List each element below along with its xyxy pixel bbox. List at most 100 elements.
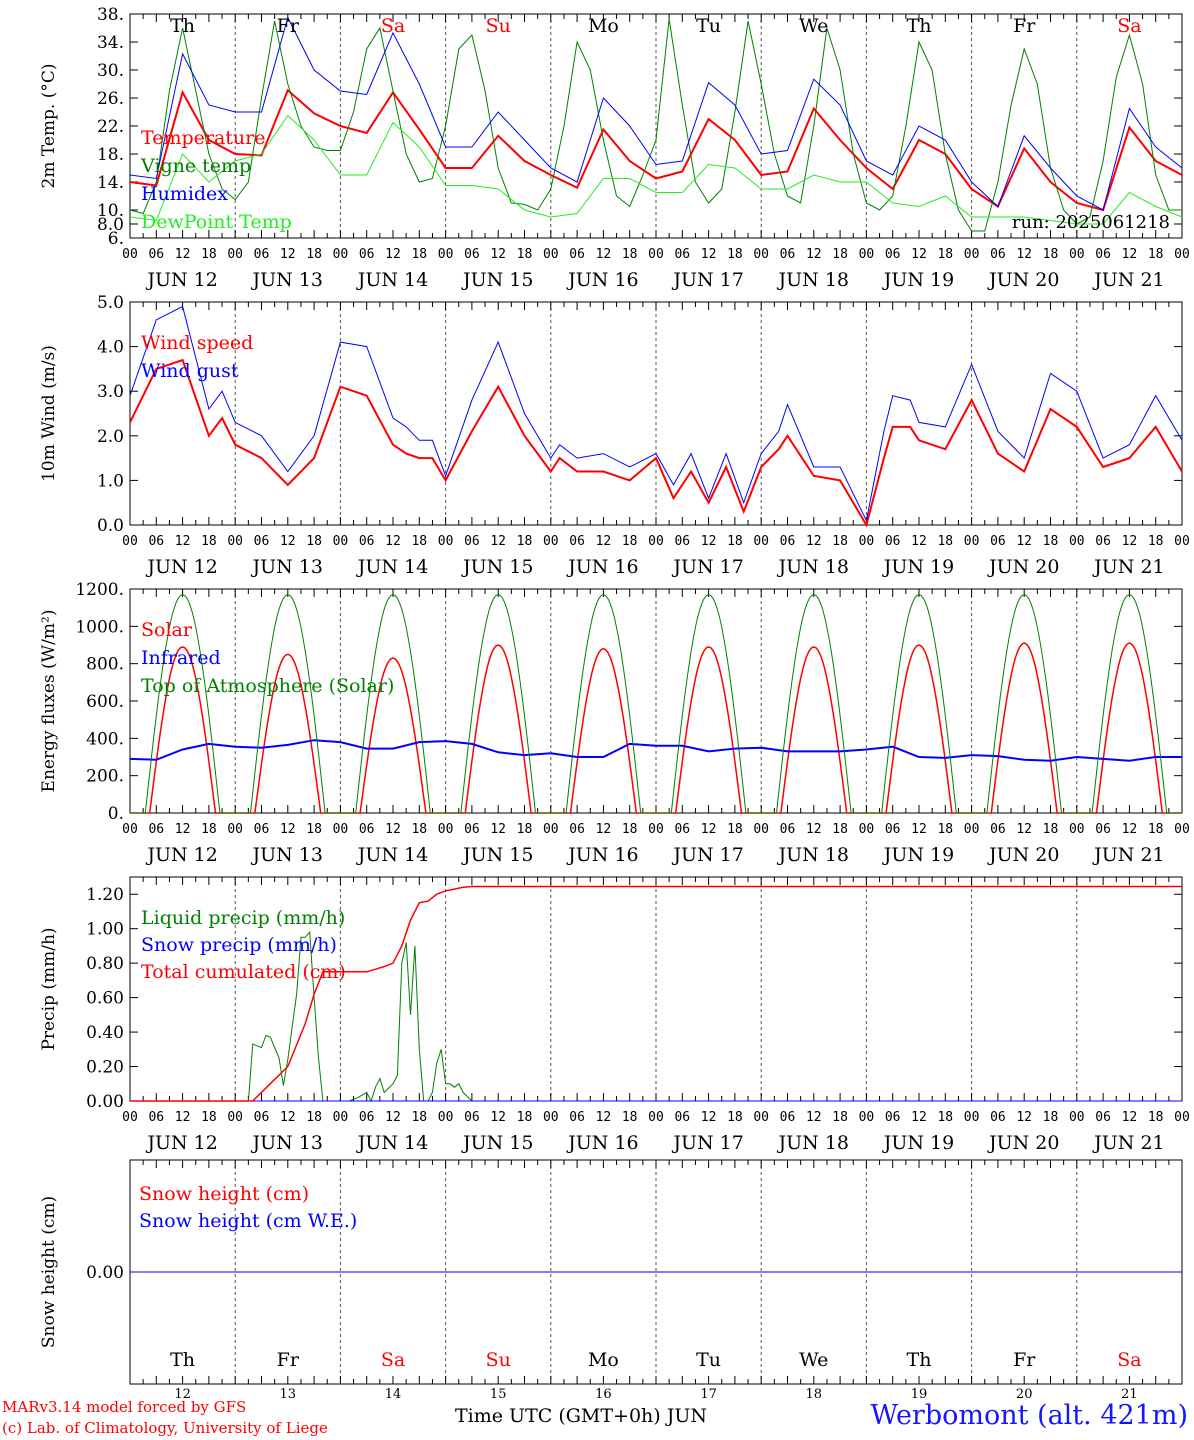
x-hour-label: 06 — [464, 1110, 480, 1125]
x-hour-label: 12 — [490, 247, 506, 262]
legend-entry: DewPoint Temp — [141, 211, 292, 233]
x-hour-label: 18 — [727, 247, 743, 262]
x-hour-label: 18 — [1043, 1110, 1059, 1125]
weekday-label-top: Th — [907, 15, 932, 37]
x-date-label: JUN 14 — [356, 269, 428, 291]
weekday-label-bottom: Fr — [1013, 1349, 1036, 1371]
y-tick-label: 1.20 — [86, 885, 124, 905]
legend-entry: Liquid precip (mm/h) — [141, 907, 345, 929]
x-hour-label: 18 — [517, 247, 533, 262]
x-hour-label: 12 — [280, 822, 296, 837]
x-hour-label: 12 — [911, 1110, 927, 1125]
x-hour-label: 12 — [806, 247, 822, 262]
x-hour-label: 12 — [175, 822, 191, 837]
series-line-top-of-atmosphere-solar- — [130, 594, 1182, 814]
x-hour-label: 00 — [753, 247, 769, 262]
x-hour-label: 06 — [148, 1110, 164, 1125]
x-date-label: JUN 12 — [145, 269, 217, 291]
x-hour-label: 12 — [1122, 822, 1138, 837]
x-hour-label: 06 — [674, 1110, 690, 1125]
x-hour-label: 18 — [306, 1110, 322, 1125]
x-hour-label: 00 — [543, 247, 559, 262]
x-hour-label: 06 — [254, 822, 270, 837]
weekday-label-bottom: Mo — [588, 1349, 619, 1371]
legend-entry: Total cumulated (cm) — [141, 961, 346, 983]
x-hour-label: 06 — [780, 1110, 796, 1125]
x-date-label: JUN 21 — [1092, 844, 1164, 866]
y-axis-label: Snow height (cm) — [39, 1196, 59, 1348]
x-hour-label: 00 — [648, 534, 664, 549]
x-hour-label: 00 — [1174, 822, 1190, 837]
x-hour-label: 06 — [464, 534, 480, 549]
x-hour-label: 12 — [385, 822, 401, 837]
weekday-label-bottom: Sa — [381, 1349, 405, 1371]
weekday-label-bottom: We — [799, 1349, 828, 1371]
weekday-label-bottom: Tu — [696, 1349, 721, 1371]
x-hour-label: 06 — [569, 534, 585, 549]
x-hour-label: 12 — [911, 247, 927, 262]
x-hour-label: 18 — [622, 822, 638, 837]
y-tick-label: 600. — [86, 692, 124, 712]
x-hour-label: 12 — [385, 247, 401, 262]
x-date-label: JUN 16 — [566, 844, 638, 866]
x-hour-label: 18 — [411, 534, 427, 549]
x-hour-label: 18 — [1148, 822, 1164, 837]
x-hour-label: 18 — [201, 822, 217, 837]
x-hour-label: 06 — [1095, 1110, 1111, 1125]
x-hour-label: 00 — [333, 822, 349, 837]
x-hour-label: 12 — [701, 247, 717, 262]
x-hour-label: 00 — [753, 1110, 769, 1125]
y-tick-label: 400. — [86, 729, 124, 749]
panel-frame-wind — [129, 301, 1183, 526]
x-hour-label: 18 — [411, 1110, 427, 1125]
x-hour-label: 12 — [1016, 1110, 1032, 1125]
x-hour-label: 06 — [359, 534, 375, 549]
x-hour-label: 06 — [990, 247, 1006, 262]
x-hour-label: 06 — [1095, 534, 1111, 549]
x-hour-label: 00 — [438, 534, 454, 549]
x-hour-label: 18 — [1043, 534, 1059, 549]
y-tick-label: 14. — [97, 173, 124, 193]
x-hour-label: 12 — [596, 1110, 612, 1125]
x-hour-label: 12 — [175, 1110, 191, 1125]
x-date-label: JUN 14 — [356, 1132, 428, 1154]
x-date-label: JUN 14 — [356, 844, 428, 866]
x-hour-label: 12 — [596, 822, 612, 837]
y-tick-label: 1.0 — [97, 471, 124, 491]
x-hour-label: 18 — [937, 247, 953, 262]
x-date-label: JUN 21 — [1092, 1132, 1164, 1154]
x-hour-label: 18 — [201, 534, 217, 549]
y-axis-label: Energy fluxes (W/m²) — [39, 610, 59, 793]
x-hour-label: 06 — [674, 247, 690, 262]
y-tick-label: 1.00 — [86, 920, 124, 940]
x-date-label: JUN 13 — [251, 844, 323, 866]
x-hour-label: 00 — [964, 1110, 980, 1125]
x-hour-label: 12 — [175, 534, 191, 549]
x-hour-label: 00 — [648, 822, 664, 837]
x-hour-label: 12 — [1122, 1110, 1138, 1125]
x-date-label: JUN 20 — [987, 556, 1059, 578]
day-number-label: 19 — [911, 1387, 928, 1402]
x-hour-label: 18 — [1043, 822, 1059, 837]
x-date-label: JUN 17 — [671, 556, 743, 578]
day-number-label: 12 — [174, 1387, 191, 1402]
footer-station-name: Werbomont (alt. 421m) — [870, 1400, 1188, 1431]
y-axis-label: 2m Temp. (°C) — [39, 63, 59, 188]
x-hour-label: 18 — [727, 534, 743, 549]
x-hour-label: 00 — [859, 1110, 875, 1125]
x-hour-label: 12 — [701, 822, 717, 837]
x-hour-label: 18 — [411, 247, 427, 262]
x-date-label: JUN 15 — [461, 844, 533, 866]
series-line-wind-gust — [129, 305, 1183, 523]
x-hour-label: 06 — [464, 822, 480, 837]
x-date-label: JUN 19 — [882, 269, 954, 291]
x-date-label: JUN 12 — [145, 556, 217, 578]
y-tick-label: 3.0 — [97, 382, 124, 402]
x-date-label: JUN 13 — [251, 1132, 323, 1154]
x-hour-label: 00 — [333, 534, 349, 549]
x-date-label: JUN 15 — [461, 269, 533, 291]
x-hour-label: 06 — [148, 822, 164, 837]
weekday-label-top: Mo — [588, 15, 619, 37]
footer-model-credit: MARv3.14 model forced by GFS — [2, 1398, 247, 1416]
weekday-label-top: Fr — [277, 15, 300, 37]
